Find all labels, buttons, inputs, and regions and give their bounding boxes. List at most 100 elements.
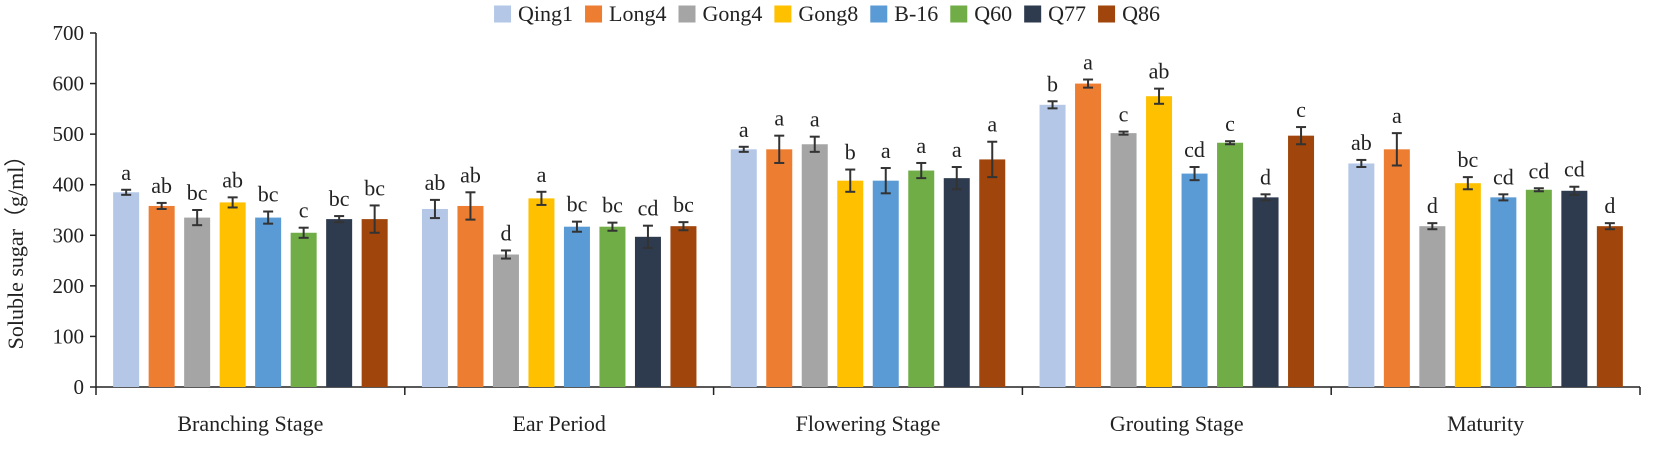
y-tick-label: 0 [74, 375, 85, 399]
legend-label: Q77 [1048, 1, 1086, 26]
bar [184, 217, 211, 387]
bar [1348, 163, 1375, 387]
bar [1217, 142, 1244, 387]
y-tick-label: 600 [53, 72, 85, 96]
bar [1110, 133, 1137, 387]
bar [943, 178, 970, 387]
significance-label: bc [567, 192, 588, 217]
y-tick-label: 700 [53, 21, 85, 45]
bar [457, 205, 484, 387]
bar [421, 208, 448, 387]
y-tick-label: 300 [53, 223, 85, 247]
y-axis-title: Soluble sugar（g/ml） [3, 145, 28, 350]
bar [361, 219, 388, 387]
significance-label: a [121, 160, 131, 185]
bar [113, 192, 140, 387]
bar [1252, 197, 1279, 387]
bar [148, 205, 175, 387]
legend-swatch [870, 5, 888, 23]
significance-label: bc [329, 186, 350, 211]
significance-label: b [1047, 71, 1058, 96]
legend-item: Qing1 [494, 1, 573, 26]
significance-label: a [881, 138, 891, 163]
significance-label: ab [425, 170, 446, 195]
significance-label: ab [1351, 130, 1372, 155]
significance-label: ab [151, 173, 172, 198]
legend-item: Q60 [950, 1, 1012, 26]
bar [1596, 226, 1623, 387]
legend-swatch [1024, 5, 1042, 23]
legend-item: Gong4 [678, 1, 763, 26]
significance-label: cd [1493, 164, 1514, 189]
significance-label: a [952, 137, 962, 162]
legend-label: Qing1 [518, 1, 573, 26]
legend-swatch [1098, 5, 1116, 23]
significance-label: cd [1528, 158, 1549, 183]
bar [492, 254, 519, 387]
legend-swatch [774, 5, 792, 23]
significance-label: b [845, 140, 856, 165]
significance-label: cd [638, 196, 659, 221]
bar [599, 226, 626, 387]
legend-label: Q86 [1122, 1, 1160, 26]
significance-label: a [810, 107, 820, 132]
bar [563, 226, 590, 387]
bar [1454, 183, 1481, 387]
significance-label: cd [1184, 137, 1205, 162]
legend-swatch [494, 5, 512, 23]
bar [1561, 190, 1588, 387]
significance-label: bc [1457, 147, 1478, 172]
bar [326, 219, 353, 387]
x-category-label: Maturity [1447, 411, 1524, 436]
x-category-label: Grouting Stage [1110, 411, 1244, 436]
bar [670, 226, 697, 387]
legend-label: Q60 [974, 1, 1012, 26]
significance-label: ab [1149, 59, 1170, 84]
legend-label: B-16 [894, 1, 938, 26]
bar [908, 170, 935, 387]
significance-label: a [1083, 50, 1093, 75]
legend-swatch [585, 5, 603, 23]
significance-label: c [1225, 111, 1235, 136]
significance-label: d [500, 220, 511, 245]
significance-label: a [739, 117, 749, 142]
x-axis: Branching Stage Ear Period Flowering Stage… [95, 386, 1641, 436]
significance-label: bc [364, 175, 385, 200]
bar [1288, 135, 1315, 387]
significance-label: ab [222, 167, 243, 192]
bar [1490, 197, 1517, 387]
legend-item: B-16 [870, 1, 938, 26]
significance-label: a [1392, 103, 1402, 128]
bar [801, 144, 828, 387]
y-tick-label: 200 [53, 274, 85, 298]
bar [837, 180, 864, 387]
significance-label: d [1427, 193, 1438, 218]
bar [1146, 96, 1173, 387]
legend-item: Long4 [585, 1, 667, 26]
y-tick-label: 400 [53, 173, 85, 197]
significance-label: bc [187, 180, 208, 205]
bar-group: a a ab a a aa [730, 106, 1006, 387]
y-tick-label: 100 [53, 324, 85, 348]
y-tick-label: 500 [53, 122, 85, 146]
significance-label: bc [602, 193, 623, 218]
legend-label: Gong4 [703, 1, 763, 26]
bar [1039, 104, 1066, 387]
bar [528, 198, 555, 387]
bar [290, 232, 317, 387]
legend-item: Q86 [1098, 1, 1160, 26]
significance-label: c [299, 198, 309, 223]
significance-label: a [916, 133, 926, 158]
bar [979, 159, 1006, 387]
bar [766, 149, 793, 387]
bar [1419, 226, 1446, 387]
legend-item: Q77 [1024, 1, 1086, 26]
significance-label: c [1296, 97, 1306, 122]
significance-label: ab [460, 162, 481, 187]
significance-label: d [1260, 164, 1271, 189]
